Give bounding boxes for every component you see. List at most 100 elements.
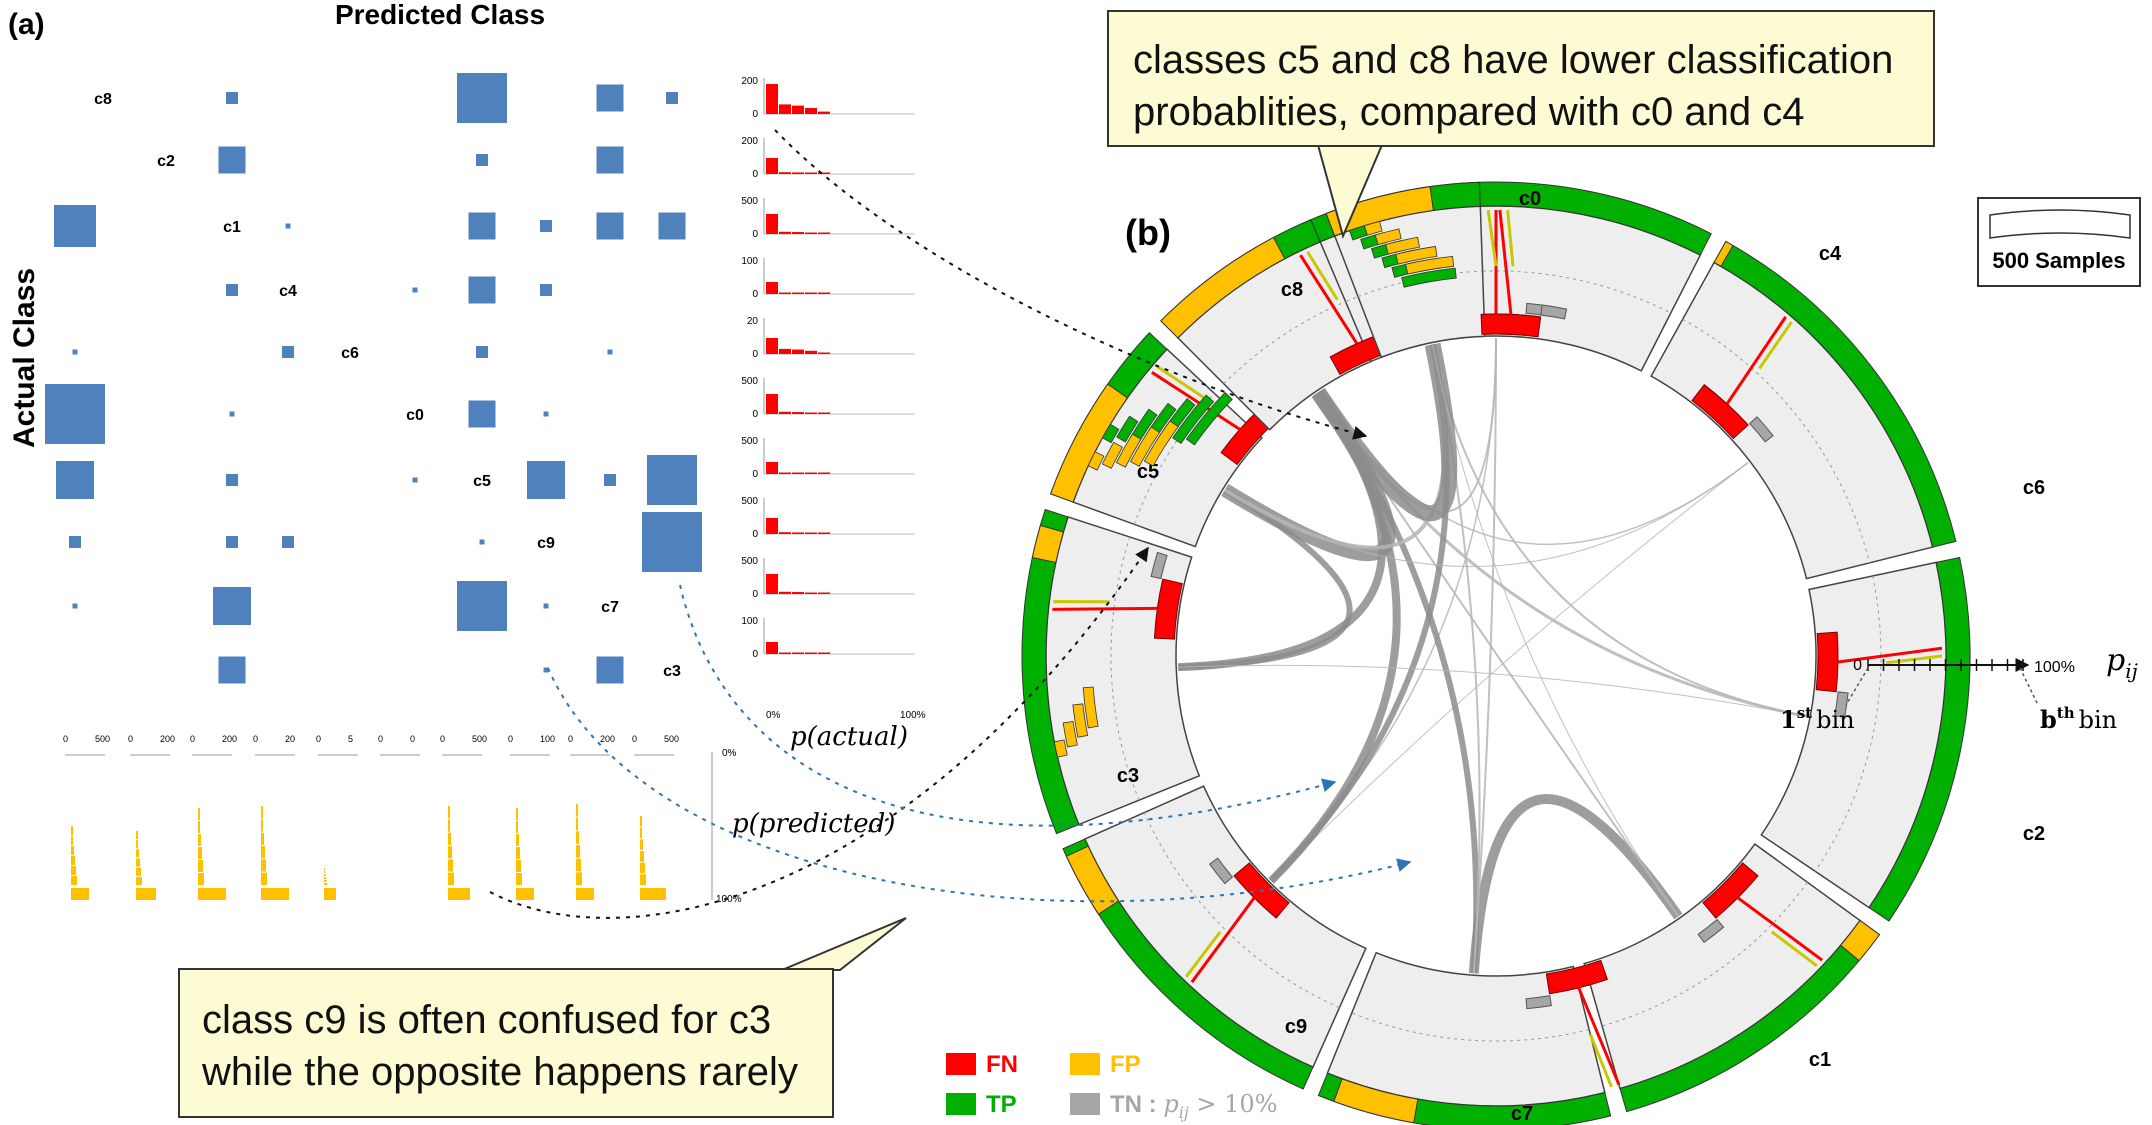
pred-hist-bar <box>448 846 452 859</box>
c5-fp-histogram <box>1115 433 1142 468</box>
c8-fp-histogram <box>1385 236 1420 255</box>
diagonal-label: c0 <box>406 407 424 424</box>
pred-hist-bar <box>136 876 142 885</box>
legend-fp: FP <box>1110 1051 1141 1078</box>
matrix-cell <box>229 411 235 417</box>
chord-link <box>1468 794 1683 974</box>
matrix-cell <box>226 284 238 296</box>
matrix-cell <box>476 346 488 358</box>
connector-c9-blue <box>547 667 1412 903</box>
pred-hist-bar <box>448 806 450 819</box>
pred-axis-100: 100% <box>716 894 742 905</box>
class-label: c4 <box>1819 243 1842 265</box>
tp-streak <box>1758 321 1793 370</box>
c8-fp-histogram <box>1374 228 1402 246</box>
pred-hist-bar <box>324 871 326 873</box>
matrix-cell <box>642 512 702 572</box>
pred-hist-tick: 200 <box>600 734 615 744</box>
actual-hist-max: 200 <box>741 76 758 87</box>
pred-hist-tick: 0 <box>440 734 445 744</box>
pred-hist-bar <box>136 888 156 900</box>
actual-hist-min: 0 <box>752 169 758 180</box>
pred-hist-bar <box>516 860 521 872</box>
actual-hist-max: 500 <box>741 196 758 207</box>
pred-hist-bar <box>71 888 89 900</box>
fn-streak <box>1190 896 1256 984</box>
p-actual-label: p(actual) <box>790 722 908 752</box>
pred-hist-tick: 500 <box>95 734 110 744</box>
pred-hist-bar <box>576 858 581 872</box>
pred-hist-bar <box>448 859 453 872</box>
actual-hist-bar <box>779 472 791 474</box>
sector-guide <box>1601 882 1808 1027</box>
actual-hist-min: 0 <box>752 469 758 480</box>
pred-hist-tick: 0 <box>128 734 133 744</box>
matrix-cell <box>476 154 488 166</box>
pred-hist-bar <box>261 819 263 832</box>
matrix-cell <box>457 581 507 631</box>
tp-ring <box>1713 240 1957 548</box>
pred-hist-bar <box>516 808 518 820</box>
pred-hist-bar <box>640 862 645 874</box>
c3-fp-histogram <box>1062 721 1078 748</box>
matrix-cell <box>218 146 246 174</box>
actual-hist-bar <box>766 394 778 414</box>
actual-hist-bar <box>792 292 804 294</box>
matrix-cell <box>72 349 78 355</box>
fn-streak <box>1498 209 1513 315</box>
pred-hist-bar <box>640 888 666 900</box>
matrix-cell <box>596 212 624 240</box>
actual-hist-bar <box>818 172 830 174</box>
pred-hist-bar <box>640 827 642 839</box>
matrix-cell <box>596 146 624 174</box>
predicted-class-title: Predicted Class <box>335 0 545 30</box>
pred-hist-bar <box>71 846 74 855</box>
actual-axis-0: 0% <box>766 710 781 721</box>
connector-c8-histogram <box>774 129 1368 440</box>
tp-streak <box>1156 365 1205 399</box>
matrix-cell <box>543 411 549 417</box>
pred-hist-bar <box>640 839 643 850</box>
actual-hist-bar <box>779 591 791 594</box>
class-label: c1 <box>1809 1049 1831 1071</box>
pred-hist-bar <box>136 831 138 840</box>
pred-hist-bar <box>640 874 646 885</box>
connector-c3-blue <box>679 584 1337 827</box>
diagonal-label: c1 <box>223 219 241 236</box>
chord-link <box>1432 344 1679 917</box>
actual-hist-min: 0 <box>752 109 758 120</box>
matrix-diagonal-labels: c8 c2 c1 c4 c6 c0 c5 c9 c7 c3 <box>94 91 681 680</box>
legend-fn-swatch <box>946 1053 976 1075</box>
last-bin-pointer <box>2019 667 2039 706</box>
legend-fn: FN <box>986 1051 1018 1078</box>
matrix-cell <box>540 284 552 296</box>
fp-ring <box>1160 236 1286 339</box>
pred-hist-bar <box>198 873 204 885</box>
pred-hist-bar <box>198 847 202 859</box>
diagonal-label: c4 <box>279 283 297 300</box>
pred-hist-bar <box>136 858 140 867</box>
matrix-cell <box>468 276 496 304</box>
matrix-cell <box>596 656 624 684</box>
pred-hist-tick: 0 <box>378 734 383 744</box>
matrix-cell <box>412 287 418 293</box>
actual-hist-bar <box>766 642 778 654</box>
pred-hist-bar <box>261 846 265 859</box>
pred-hist-bar <box>71 876 77 885</box>
pred-hist-tick: 200 <box>160 734 175 744</box>
fn-streak <box>1725 316 1787 405</box>
actual-hist-bar <box>766 338 778 354</box>
matrix-cell <box>543 603 549 609</box>
fp-ring <box>1065 845 1120 915</box>
actual-hist-bar <box>766 574 778 594</box>
actual-hist-max: 200 <box>741 136 758 147</box>
pred-hist-bar <box>71 866 76 875</box>
actual-hist-bar <box>792 172 804 174</box>
pred-hist-tick: 20 <box>285 734 295 744</box>
legend-fp-swatch <box>1070 1053 1100 1075</box>
actual-hist-bar <box>766 158 778 174</box>
fn-block <box>1153 578 1183 640</box>
actual-hist-max: 500 <box>741 376 758 387</box>
matrix-cell <box>457 73 507 123</box>
